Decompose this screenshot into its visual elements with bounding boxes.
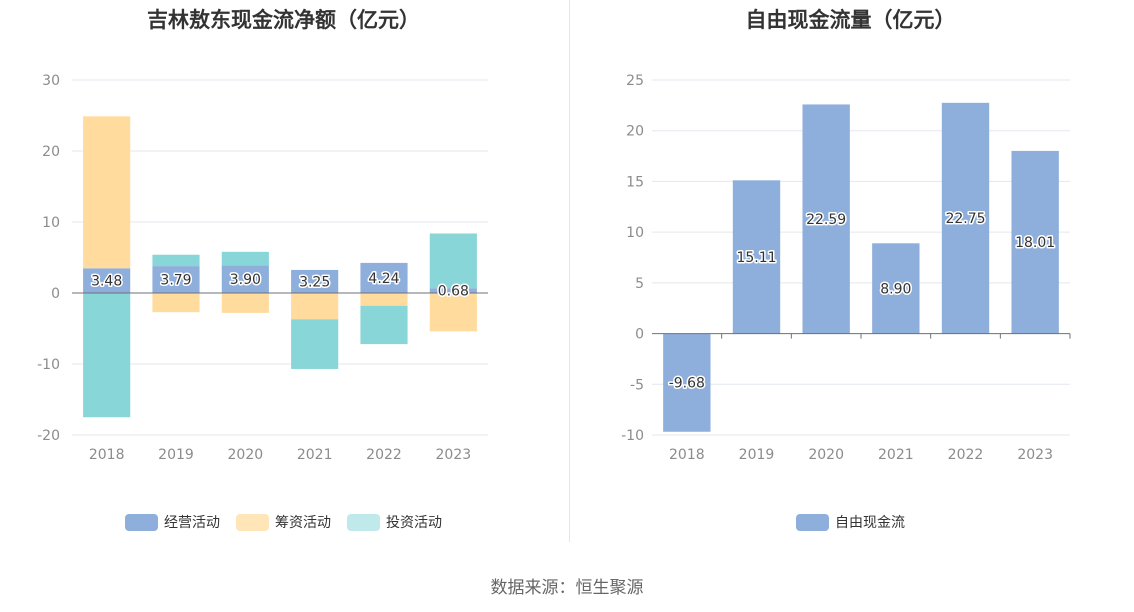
- bar: [663, 333, 711, 432]
- panel-divider: [569, 0, 570, 542]
- legend-swatch-investing: [347, 513, 380, 531]
- legend: 自由现金流: [567, 512, 1134, 532]
- legend-label: 经营活动: [164, 515, 220, 531]
- data-label: 3.90: [230, 272, 261, 288]
- bar: [732, 180, 781, 334]
- legend-item-fcf[interactable]: 自由现金流: [796, 512, 905, 532]
- bar: [152, 254, 200, 267]
- bar: [291, 319, 339, 369]
- bar: [291, 293, 339, 320]
- free-cash-flow-chart: -10 -5 0 5 10 15 20 25 2018 2019 2020 2021 2022 2023 -…: [621, 73, 1071, 463]
- cash-flow-chart: -20 -10 0 10 20 30 2018 2019 2020 2021 2022 2023 3.4…: [37, 73, 488, 463]
- x-tick-label: 2019: [739, 447, 775, 463]
- y-tick-label: -20: [37, 428, 60, 444]
- x-tick-label: 2023: [436, 447, 472, 463]
- chart-title: 吉林敖东现金流净额（亿元）: [147, 8, 420, 32]
- x-tick-label: 2023: [1017, 447, 1053, 463]
- y-tick-label: 0: [635, 327, 644, 343]
- bar: [802, 104, 850, 334]
- x-tick-label: 2019: [158, 447, 194, 463]
- bar: [221, 293, 269, 313]
- legend-label: 筹资活动: [275, 515, 331, 531]
- bar: [941, 102, 990, 334]
- bar: [360, 262, 408, 293]
- free-cash-flow-chart-panel: 自由现金流量（亿元） -10 -5 0 5 10 15 20 25 2018 2019 2020 20…: [567, 0, 1134, 545]
- bar: [291, 269, 339, 293]
- legend-item-operating[interactable]: 经营活动: [125, 512, 220, 532]
- data-label: 4.24: [368, 271, 399, 287]
- legend-swatch-operating: [125, 513, 158, 531]
- bar: [429, 293, 477, 332]
- bar: [360, 293, 408, 306]
- data-label: 18.01: [1015, 235, 1055, 251]
- y-tick-label: -10: [621, 428, 644, 444]
- y-tick-label: 0: [51, 286, 60, 302]
- bar: [221, 265, 269, 293]
- legend-item-investing[interactable]: 投资活动: [347, 512, 442, 532]
- data-source: 数据来源：恒生聚源: [490, 578, 644, 598]
- y-tick-label: 10: [626, 225, 644, 241]
- x-tick-label: 2022: [948, 447, 984, 463]
- data-label: 3.79: [160, 273, 191, 289]
- bar: [360, 305, 408, 345]
- bar: [83, 293, 131, 418]
- legend-label: 投资活动: [386, 515, 442, 531]
- y-tick-label: -10: [37, 357, 60, 373]
- legend-swatch-fcf: [796, 513, 829, 531]
- y-tick-label: 15: [626, 174, 644, 190]
- legend-label: 自由现金流: [835, 515, 905, 531]
- legend-item-financing[interactable]: 筹资活动: [236, 512, 331, 532]
- y-tick-label: 30: [42, 73, 60, 89]
- x-tick-label: 2021: [878, 447, 914, 463]
- bar: [221, 251, 269, 266]
- data-label: 3.48: [91, 274, 122, 290]
- x-tick-label: 2018: [669, 447, 705, 463]
- data-label: 8.90: [880, 281, 911, 297]
- x-tick-label: 2022: [366, 447, 402, 463]
- chart-title: 自由现金流量（亿元）: [745, 8, 956, 32]
- cash-flow-chart-panel: 吉林敖东现金流净额（亿元） -20 -10 0 10 20 30 2018 2019 2020 2…: [0, 0, 567, 545]
- legend: 经营活动 筹资活动 投资活动: [0, 512, 567, 532]
- bar: [429, 233, 477, 289]
- data-label: 0.68: [438, 284, 469, 300]
- y-tick-label: 5: [635, 276, 644, 292]
- y-tick-label: 20: [626, 124, 644, 140]
- legend-swatch-financing: [236, 513, 269, 531]
- x-tick-label: 2020: [228, 447, 264, 463]
- bar: [152, 266, 200, 293]
- data-label: 22.59: [806, 212, 846, 228]
- x-tick-label: 2018: [89, 447, 125, 463]
- y-tick-label: 20: [42, 144, 60, 160]
- bar: [1011, 150, 1059, 334]
- y-tick-label: -5: [630, 377, 644, 393]
- data-label: 22.75: [945, 211, 985, 227]
- bar: [83, 268, 131, 293]
- data-label: -9.68: [669, 376, 705, 392]
- x-tick-label: 2021: [297, 447, 333, 463]
- bar: [429, 288, 477, 293]
- bar: [872, 243, 920, 334]
- data-label: 3.25: [299, 274, 330, 290]
- bar: [152, 293, 200, 313]
- y-tick-label: 25: [626, 73, 644, 89]
- data-label: 15.11: [736, 250, 776, 266]
- bar: [83, 116, 131, 269]
- y-tick-label: 10: [42, 215, 60, 231]
- x-tick-label: 2020: [808, 447, 844, 463]
